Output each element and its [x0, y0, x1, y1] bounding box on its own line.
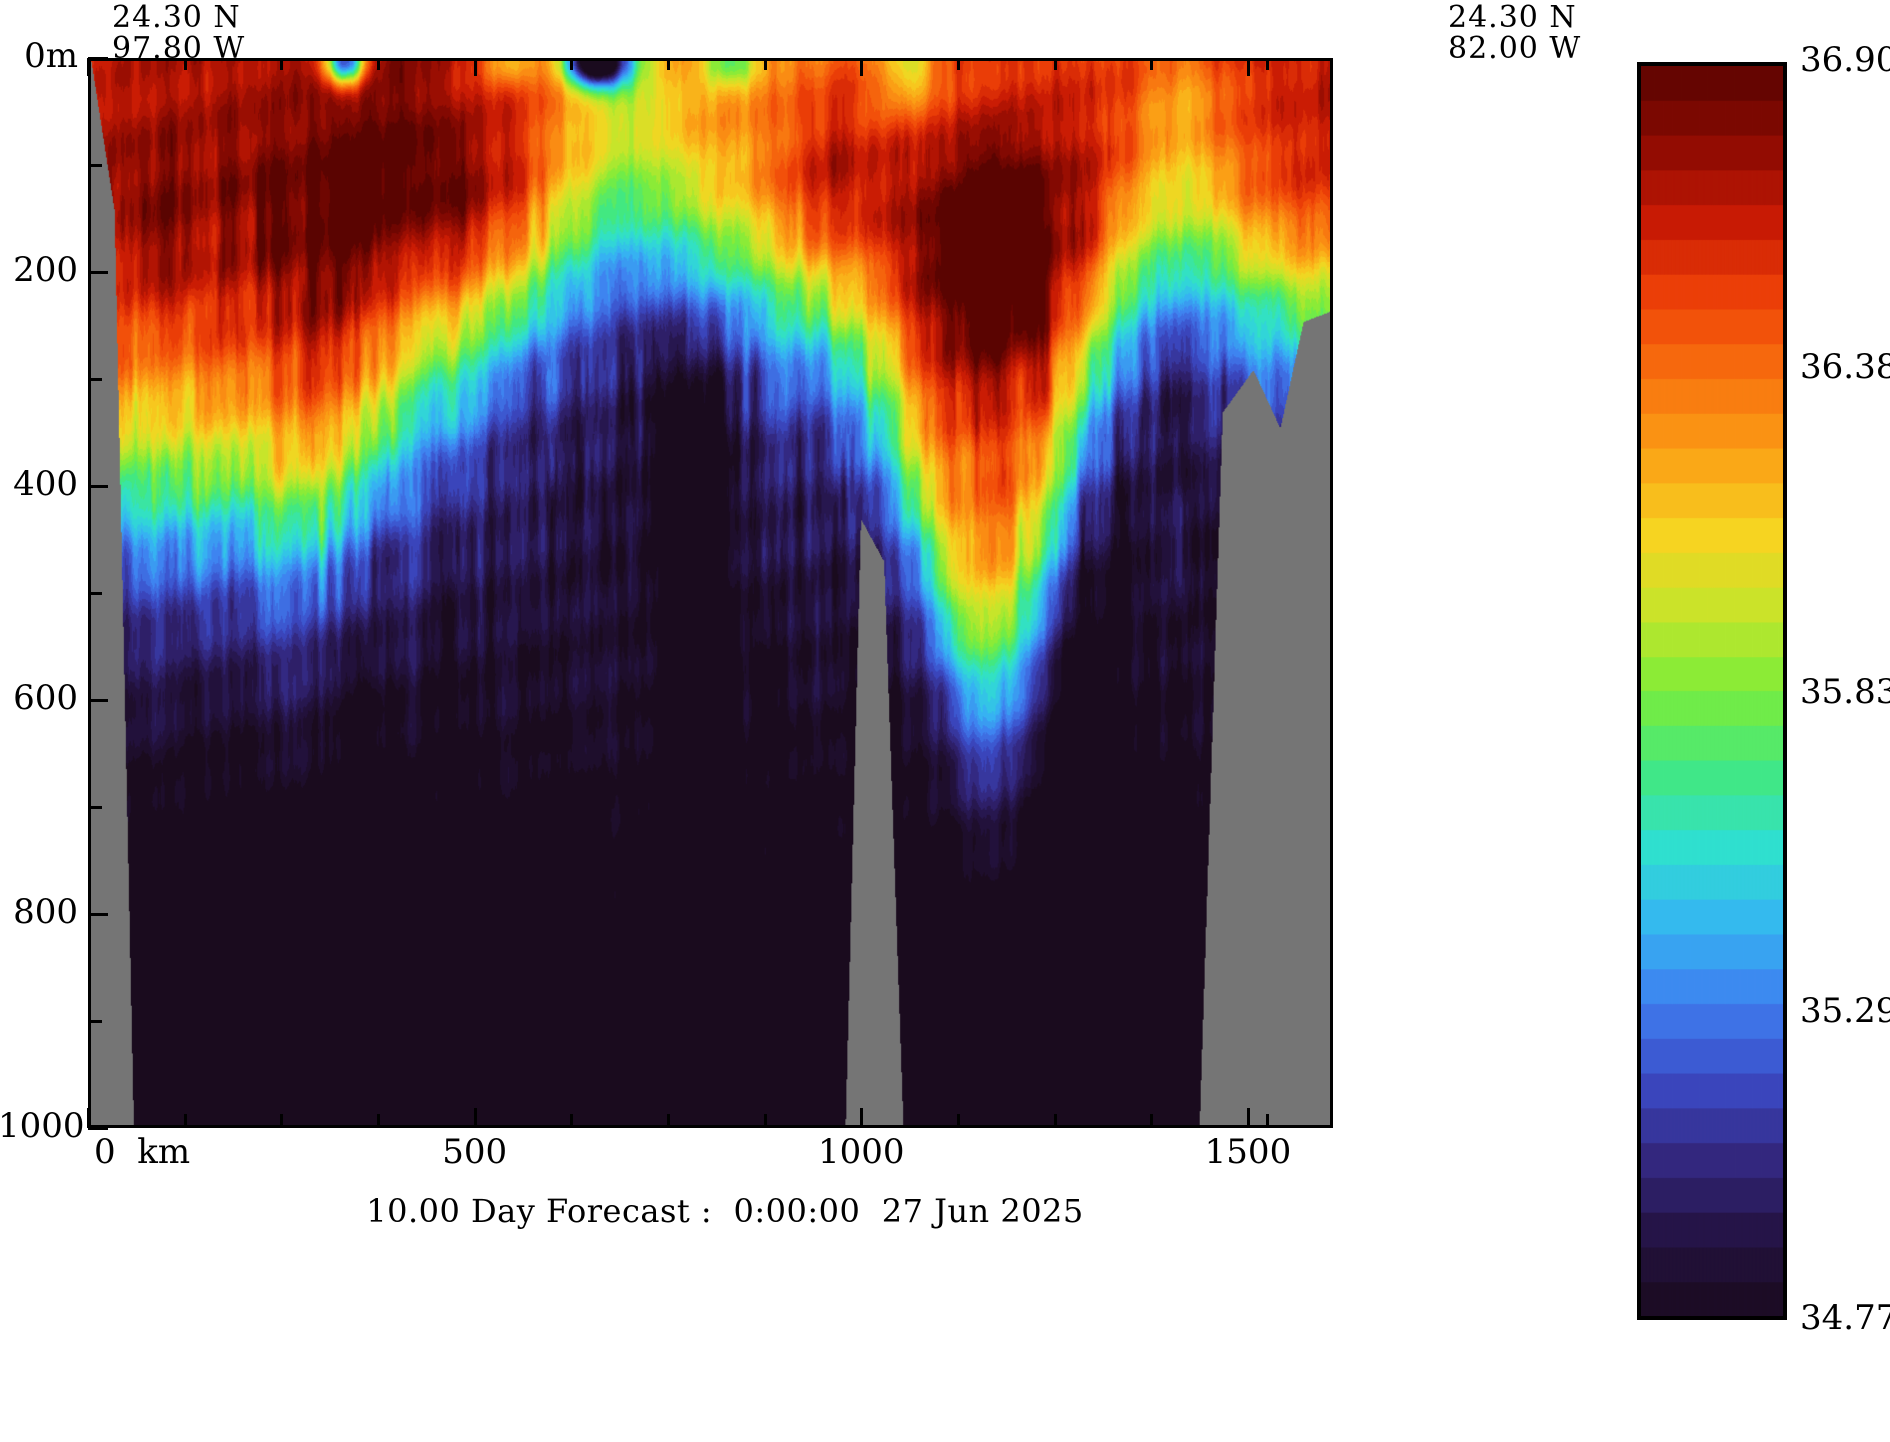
salinity-heatmap-canvas [91, 61, 1330, 1125]
y-axis-tick-label: 800 [13, 892, 78, 932]
y-axis-tick-major [88, 913, 108, 916]
x-axis-tick-minor [956, 1114, 960, 1128]
x-axis-tick-minor-top [280, 58, 284, 70]
cross-section-plot-area [88, 58, 1333, 1128]
x-axis-tick-minor [666, 1114, 670, 1128]
x-axis-tick-minor [1266, 1114, 1270, 1128]
forecast-caption: 10.00 Day Forecast : 0:00:00 27 Jun 2025 [366, 1192, 1084, 1230]
section-end-coordinates: 24.30 N 82.00 W [1448, 2, 1581, 64]
x-axis-tick-label: 500 [442, 1132, 508, 1172]
x-axis-tick-major-top [860, 58, 864, 76]
end-latitude-label: 24.30 N [1448, 0, 1577, 35]
x-axis-tick-minor [763, 1114, 767, 1128]
x-axis-tick-major-top [1246, 58, 1250, 76]
colorbar-tick-label: 36.90 [1800, 40, 1890, 80]
y-axis-tick-minor [88, 806, 102, 809]
x-axis-tick-label: 0 km [94, 1132, 191, 1172]
x-axis-tick-minor [280, 1114, 284, 1128]
colorbar-gradient [1641, 66, 1783, 1316]
y-axis-tick-label: 1000 [0, 1106, 85, 1146]
x-axis-tick-minor-top [763, 58, 767, 70]
y-axis-tick-major [88, 271, 108, 274]
x-axis-tick-minor [1053, 1114, 1057, 1128]
section-start-coordinates: 24.30 N 97.80 W [112, 2, 245, 64]
y-axis-tick-label: 0m [24, 36, 78, 76]
x-axis-tick-major [87, 1108, 90, 1128]
y-axis-tick-minor [88, 378, 102, 381]
x-axis-tick-minor-top [1053, 58, 1057, 70]
y-axis-tick-minor [88, 592, 102, 595]
x-axis-tick-minor-top [1150, 58, 1154, 70]
x-axis-tick-major [860, 1108, 864, 1128]
x-axis-tick-minor-top [570, 58, 574, 70]
y-axis-tick-major [88, 485, 108, 488]
x-axis-tick-minor [570, 1114, 574, 1128]
x-axis-tick-minor [1150, 1114, 1154, 1128]
x-axis-tick-minor [376, 1114, 380, 1128]
x-axis-tick-label: 1000 [818, 1132, 905, 1172]
colorbar-tick-label: 35.29 [1800, 990, 1890, 1031]
y-axis-tick-major [88, 1127, 108, 1130]
x-axis-tick-major-top [87, 58, 90, 76]
x-axis-tick-minor-top [956, 58, 960, 70]
y-axis-tick-minor [88, 164, 102, 167]
y-axis-tick-major [88, 57, 108, 60]
end-longitude-label: 82.00 W [1448, 31, 1582, 66]
x-axis-tick-major-top [473, 58, 477, 76]
y-axis-tick-label: 200 [13, 250, 78, 290]
x-axis-tick-minor-top [183, 58, 187, 70]
x-axis-tick-minor-top [666, 58, 670, 70]
x-axis-tick-major [1246, 1108, 1250, 1128]
colorbar-tick-label: 36.38 [1800, 347, 1890, 388]
y-axis-tick-label: 600 [13, 678, 78, 718]
y-axis-tick-minor [88, 1020, 102, 1023]
colorbar-tick-label: 35.83 [1800, 671, 1890, 712]
colorbar-tick-label: 34.77 [1800, 1298, 1890, 1338]
x-axis-tick-minor-top [1266, 58, 1270, 70]
x-axis-tick-major [473, 1108, 477, 1128]
salinity-colorbar [1637, 62, 1787, 1320]
x-axis-tick-label: 1500 [1204, 1132, 1292, 1172]
x-axis-tick-minor-top [376, 58, 380, 70]
y-axis-tick-major [88, 699, 108, 702]
start-latitude-label: 24.30 N [112, 0, 241, 35]
y-axis-tick-label: 400 [13, 464, 78, 504]
x-axis-tick-minor [183, 1114, 187, 1128]
